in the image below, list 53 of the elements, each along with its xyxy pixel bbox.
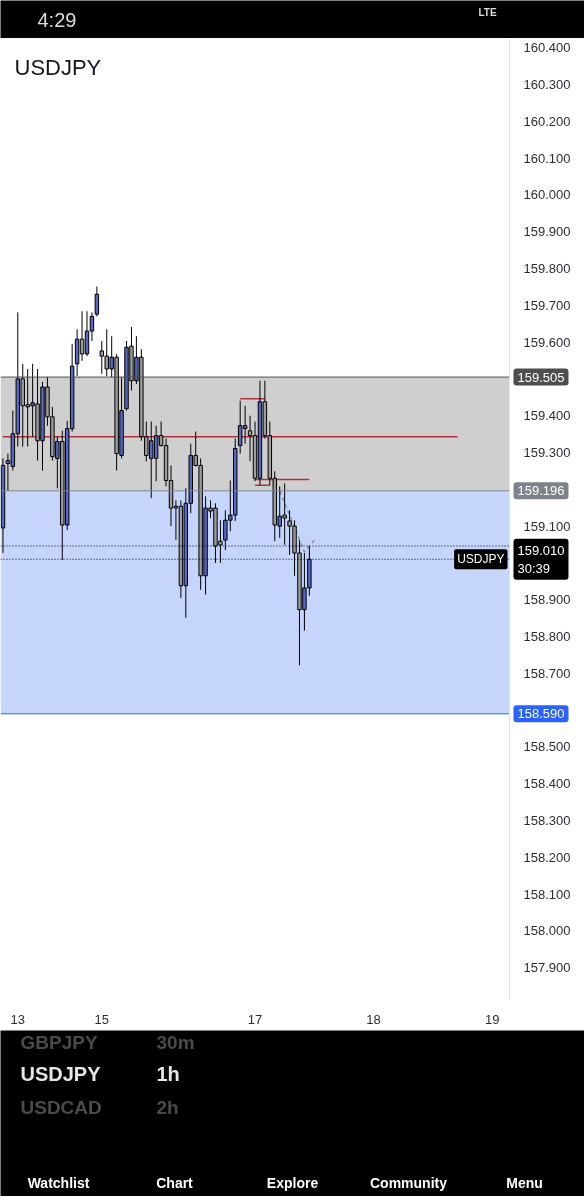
- y-tick-label: 160.200: [523, 113, 571, 129]
- text: 30m: [156, 1032, 195, 1053]
- text: Explore: [266, 1174, 319, 1191]
- x-tick-label: 17: [247, 1011, 263, 1027]
- y-tick-label: 158.500: [523, 739, 571, 755]
- candlestick: [84, 310, 90, 357]
- y-tick-label: 158.800: [523, 629, 571, 645]
- x-tick-label: 13: [10, 1011, 26, 1027]
- ref-line-label: 159.196: [517, 483, 565, 499]
- text: Community: [370, 1174, 448, 1191]
- y-tick-label: 158.100: [523, 886, 571, 902]
- text: Watchlist: [27, 1174, 90, 1191]
- line-series: [278, 490, 316, 553]
- y-tick-label: 158.300: [523, 813, 571, 829]
- text: USDJPY: [20, 1062, 102, 1085]
- text: 2h: [156, 1097, 179, 1118]
- y-tick-label: 159.900: [523, 224, 571, 240]
- candlestick: [237, 400, 243, 455]
- y-tick-label: 158.200: [523, 849, 571, 865]
- y-tick-label: 160.300: [523, 77, 571, 92]
- y-tick-label: 159.300: [523, 445, 571, 461]
- annotation: USDJPY: [457, 552, 505, 567]
- y-tick-label: 159.800: [523, 261, 571, 277]
- candlestick: [99, 340, 105, 375]
- y-tick-label: 159.100: [523, 518, 571, 534]
- y-tick-label: 160.100: [523, 150, 571, 166]
- text: Menu: [506, 1174, 543, 1191]
- ref-line-label: 159.010 30:39: [517, 542, 565, 576]
- text: LTE: [478, 7, 497, 18]
- text: GBPJPY: [20, 1032, 98, 1053]
- y-tick-label: 160.400: [523, 40, 571, 56]
- y-tick-label: 159.700: [523, 297, 571, 313]
- candlestick: [79, 310, 85, 362]
- y-tick-label: 159.600: [523, 334, 571, 350]
- y-tick-label: 157.900: [523, 960, 571, 976]
- text: 4:29: [37, 8, 77, 31]
- y-tick-label: 158.000: [523, 923, 571, 939]
- x-tick-label: 15: [94, 1011, 110, 1027]
- text: Chart: [156, 1174, 194, 1191]
- y-tick-label: 158.700: [523, 665, 571, 681]
- y-tick-label: 160.000: [523, 187, 571, 203]
- text: 1h: [156, 1062, 180, 1085]
- candlestick: [153, 425, 159, 482]
- y-tick-label: 158.900: [523, 592, 571, 608]
- y-tick-label: 158.400: [523, 776, 571, 792]
- x-tick-label: 19: [484, 1011, 500, 1027]
- ref-line-label: 159.505: [517, 369, 565, 385]
- text: USDCAD: [20, 1097, 102, 1118]
- candlestick: [242, 405, 248, 445]
- x-tick-label: 18: [366, 1011, 381, 1027]
- ref-line-label: 158.590: [517, 706, 565, 722]
- y-tick-label: 159.400: [523, 408, 571, 424]
- text: USDJPY: [14, 55, 102, 80]
